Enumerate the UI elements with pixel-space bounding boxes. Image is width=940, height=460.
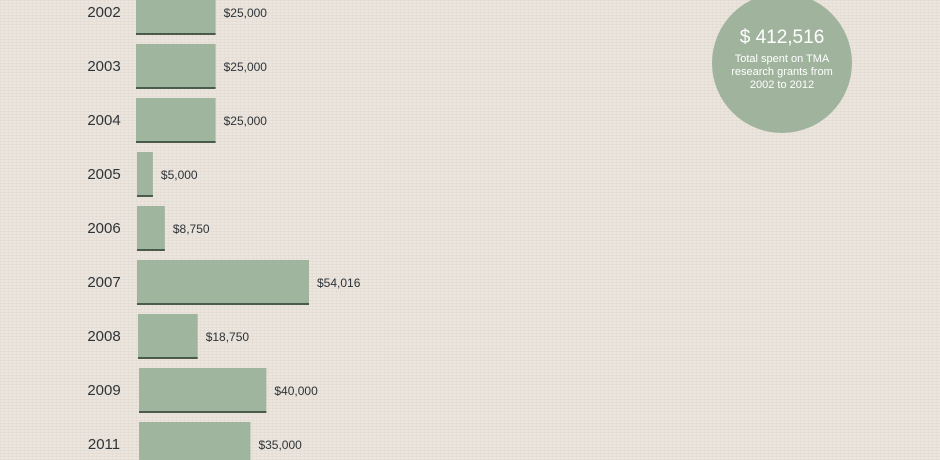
bar-baseline — [137, 249, 165, 251]
year-label: 2006 — [87, 220, 120, 237]
bar-baseline — [137, 195, 153, 197]
bar — [139, 368, 267, 412]
year-label: 2007 — [87, 274, 120, 291]
bar-baseline — [136, 87, 216, 89]
value-label: $35,000 — [258, 438, 302, 452]
value-label: $5,000 — [161, 168, 198, 182]
year-label: 2008 — [87, 328, 120, 345]
year-label: 2009 — [87, 382, 120, 399]
value-label: $40,000 — [274, 384, 318, 398]
bar — [137, 260, 309, 304]
year-label: 2002 — [87, 4, 120, 21]
year-label: 2011 — [88, 436, 120, 453]
bar-baseline — [136, 141, 216, 143]
bar-baseline — [136, 33, 216, 35]
value-label: $25,000 — [224, 6, 268, 20]
value-label: $8,750 — [173, 222, 210, 236]
bar — [137, 152, 153, 196]
bar-baseline — [137, 303, 309, 305]
bar-baseline — [138, 357, 198, 359]
total-summary-badge: $ 412,516 Total spent on TMA research gr… — [712, 0, 852, 133]
year-label: 2003 — [87, 58, 120, 75]
value-label: $25,000 — [224, 60, 268, 74]
value-label: $18,750 — [206, 330, 250, 344]
year-label: 2004 — [87, 112, 120, 129]
value-label: $25,000 — [224, 114, 268, 128]
summary-caption: Total spent on TMA research grants from … — [731, 53, 833, 91]
bar — [136, 0, 216, 34]
value-label: $54,016 — [317, 276, 361, 290]
bar — [136, 44, 216, 88]
bar-baseline — [139, 411, 267, 413]
bar — [138, 314, 198, 358]
bar — [139, 422, 251, 460]
bar — [137, 206, 165, 250]
bar — [136, 98, 216, 142]
summary-total: $ 412,516 — [739, 27, 825, 48]
year-label: 2005 — [87, 166, 120, 183]
